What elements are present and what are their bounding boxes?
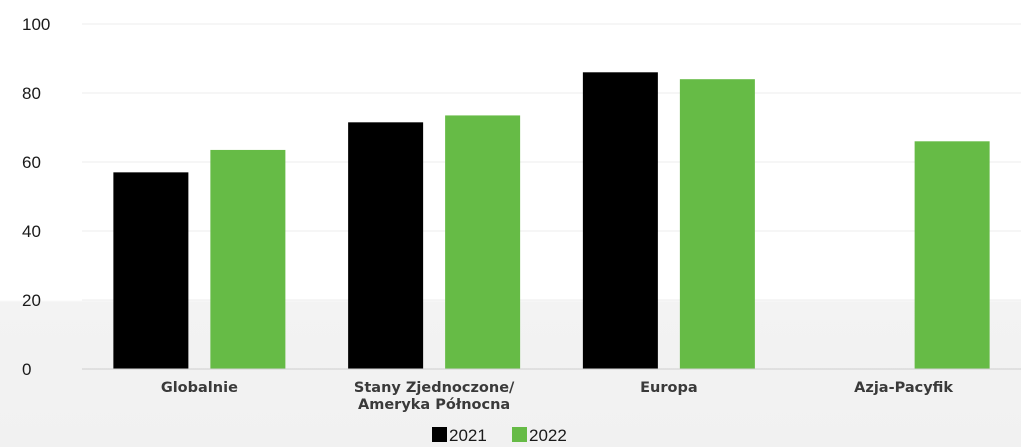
category-label: Globalnie [161, 380, 238, 396]
bar-2021 [348, 122, 424, 369]
y-tick-label: 80 [22, 84, 41, 103]
bars [113, 72, 990, 370]
y-tick-label: 0 [22, 360, 31, 379]
category-label: Azja-Pacyfik [854, 380, 953, 396]
bar-2022 [445, 115, 521, 369]
y-tick-label: 20 [22, 291, 41, 310]
legend-label: 2021 [449, 426, 487, 445]
bar-2021 [582, 72, 658, 370]
legend: 2021 2022 [432, 426, 567, 445]
category-label: Stany Zjednoczone/ [354, 380, 515, 396]
legend-swatch-2021 [432, 427, 447, 442]
bar-2022 [679, 79, 755, 369]
category-label: Ameryka Północna [358, 397, 510, 413]
legend-label: 2022 [529, 426, 567, 445]
y-tick-label: 60 [22, 153, 41, 172]
y-axis-ticks: 0 20 40 60 80 100 [22, 15, 50, 379]
category-labels: Globalnie Stany Zjednoczone/Ameryka Półno… [161, 380, 954, 413]
bar-2021 [113, 172, 189, 369]
y-tick-label: 40 [22, 222, 41, 241]
legend-swatch-2022 [512, 427, 527, 442]
y-tick-label: 100 [22, 15, 50, 34]
bar-2022 [210, 149, 286, 369]
category-label: Europa [640, 380, 698, 396]
bar-2022 [914, 141, 990, 369]
